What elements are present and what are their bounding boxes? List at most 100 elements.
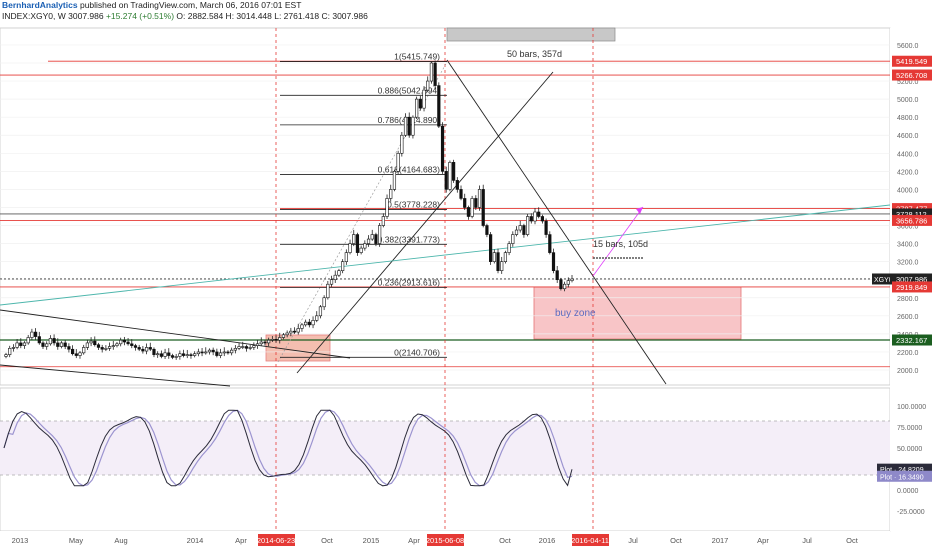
price-tag-value: 3007.986 xyxy=(896,275,927,284)
candle-body xyxy=(148,347,152,350)
candle-body xyxy=(559,279,563,290)
x-tick-label: Oct xyxy=(846,536,859,545)
y-tick-label: 2200.0 xyxy=(897,350,919,357)
candle-body xyxy=(174,356,178,358)
osc-tick-label: 100.0000 xyxy=(897,404,926,411)
candle-body xyxy=(237,346,241,349)
candle-body xyxy=(311,320,315,326)
candle-body xyxy=(400,134,404,154)
symbol-label[interactable]: INDEX:XGY0, W xyxy=(2,11,66,21)
candle-body xyxy=(370,234,374,240)
candle-body xyxy=(533,211,537,222)
price-tag-value: 5266.708 xyxy=(896,71,927,80)
candle-body xyxy=(267,339,271,344)
candle-body xyxy=(359,247,363,253)
candle-body xyxy=(411,116,415,136)
bars-range-box[interactable] xyxy=(446,27,616,42)
candle-body xyxy=(67,346,71,350)
candle-body xyxy=(470,198,474,217)
candle-body xyxy=(363,243,367,249)
candle-body xyxy=(204,351,208,354)
candle-body xyxy=(19,342,23,346)
candle-body xyxy=(352,234,356,244)
candle-body xyxy=(119,339,123,345)
candle-body xyxy=(41,342,45,347)
candle-body xyxy=(366,238,371,244)
x-tick-label: Apr xyxy=(408,536,420,545)
stochastic xyxy=(3,409,573,487)
date-marker-label: 2016-04-11 xyxy=(571,536,609,545)
y-tick-label: 3600.0 xyxy=(897,224,919,231)
candle-body xyxy=(514,229,519,235)
candle-body xyxy=(252,345,256,348)
price-tag-value: 2919.849 xyxy=(896,283,927,292)
y-tick-label: 3200.0 xyxy=(897,260,919,267)
candle-body xyxy=(463,198,467,208)
trend-line xyxy=(0,309,351,359)
candle-body xyxy=(337,270,341,276)
price-tag-bg xyxy=(890,273,932,285)
x-axis-labels: 2013 May Aug 2014 Apr 2014-06-23 Oct 2015 Apr 201… xyxy=(12,534,859,546)
y-tick-label: 4200.0 xyxy=(897,169,919,176)
candle-body xyxy=(407,116,411,136)
date-marker-label: 2015-06-08 xyxy=(426,536,464,545)
candle-body xyxy=(115,343,119,346)
candle-body xyxy=(137,347,141,350)
y-tick-label: 4000.0 xyxy=(897,187,919,194)
date-marker-label: 2014-06-23 xyxy=(257,536,295,545)
candle-body xyxy=(455,180,459,190)
candle-body xyxy=(89,340,93,344)
candle-body xyxy=(396,152,400,172)
price-tag-value: 3728.112 xyxy=(896,210,927,219)
price-pane[interactable] xyxy=(0,27,891,386)
candle-body xyxy=(263,341,267,344)
fib-level-label: 0.5(3778.228) xyxy=(387,199,440,209)
price-tag-value: 2332.167 xyxy=(896,336,927,345)
trend-line xyxy=(0,364,231,387)
candle-body xyxy=(289,330,293,334)
candle-body xyxy=(133,345,138,348)
author-link[interactable]: BernhardAnalytics xyxy=(2,0,78,10)
candle-body xyxy=(452,162,456,181)
price-tag-value: 5419.549 xyxy=(896,57,927,66)
candle-body xyxy=(181,353,186,356)
candle-body xyxy=(170,355,175,358)
price-tag-value: 3656.786 xyxy=(896,216,927,225)
candle-body xyxy=(56,342,60,347)
candle-body xyxy=(474,198,478,208)
candle-body xyxy=(322,297,326,308)
candle-body xyxy=(4,354,8,357)
candle-body xyxy=(511,234,515,244)
candle-body xyxy=(348,243,352,253)
candle-body xyxy=(518,225,522,231)
candles xyxy=(4,60,574,360)
candle-body xyxy=(218,352,223,356)
y-tick-label: 2000.0 xyxy=(897,368,919,375)
teal-trend-line xyxy=(0,204,891,306)
x-tick-label: 2017 xyxy=(712,536,729,545)
published-text: published on TradingView.com, March 06, … xyxy=(79,0,302,10)
fib-diagonal xyxy=(277,61,448,363)
candle-body xyxy=(270,338,274,341)
price-tags: 5419.5495266.7083787.4773728.1123656.786… xyxy=(872,55,932,482)
candle-body xyxy=(477,189,482,208)
y-tick-label: 4800.0 xyxy=(897,115,919,122)
candle-body xyxy=(392,171,397,190)
candle-body xyxy=(378,225,382,244)
candle-body xyxy=(437,85,441,127)
candle-body xyxy=(548,234,552,253)
candle-body xyxy=(315,315,319,321)
osc-tick-label: 0.0000 xyxy=(897,488,919,495)
candle-body xyxy=(292,330,297,333)
candle-body xyxy=(500,261,504,271)
candle-body xyxy=(570,278,574,281)
candle-body xyxy=(415,98,419,118)
price-tag-bg xyxy=(892,69,932,81)
candle-body xyxy=(333,274,337,281)
y-axis-labels: 2000.02200.02400.02600.02800.03000.03200… xyxy=(897,43,926,516)
candle-body xyxy=(196,351,200,355)
candle-body xyxy=(96,344,101,348)
candle-body xyxy=(189,354,193,356)
buy-zone-box[interactable] xyxy=(533,286,742,340)
